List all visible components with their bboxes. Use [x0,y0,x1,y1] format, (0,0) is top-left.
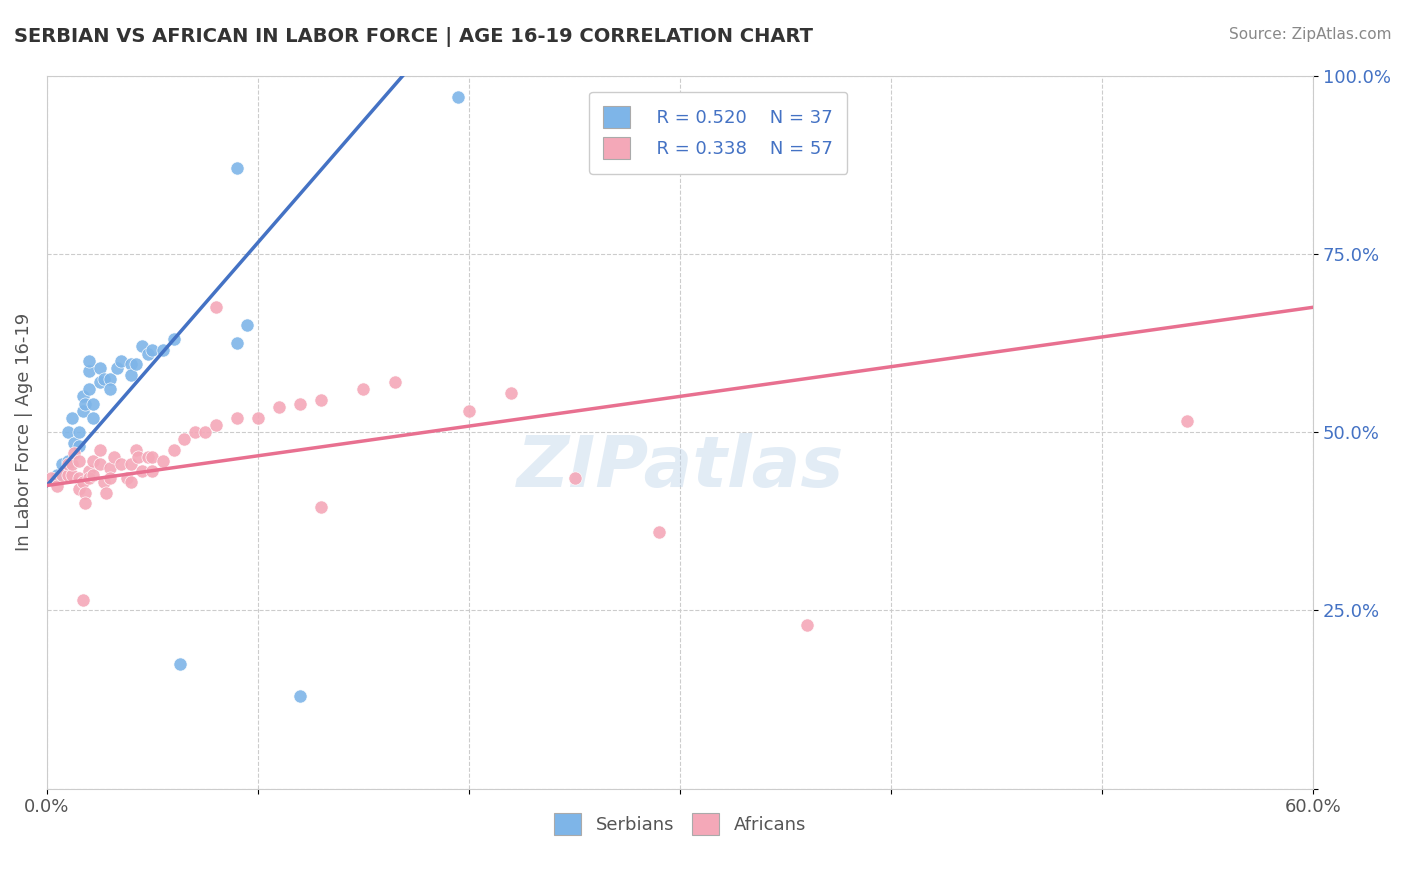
Point [796,617,818,632]
Point [63,446,86,460]
Point [103,450,125,464]
Point [353,382,375,396]
Point [77,464,100,478]
Point [110,457,132,471]
Point [105,360,128,375]
Point [89,457,111,471]
Point [93,475,115,489]
Point [120,357,142,371]
Point [162,332,184,346]
Point [51,467,73,482]
Point [173,432,195,446]
Point [67,439,90,453]
Point [77,364,100,378]
Point [63,435,86,450]
Point [46,478,69,492]
Point [77,471,100,485]
Y-axis label: In Labor Force | Age 16-19: In Labor Force | Age 16-19 [15,313,32,551]
Point [141,450,163,464]
Point [60,457,83,471]
Point [72,592,94,607]
Point [72,475,94,489]
Point [162,442,184,457]
Point [89,360,111,375]
Point [141,464,163,478]
Point [82,410,104,425]
Point [73,496,96,510]
Point [56,457,79,471]
Point [131,339,153,353]
Point [127,450,149,464]
Point [384,375,406,389]
Point [56,467,79,482]
Point [225,161,247,176]
Point [56,453,79,467]
Point [288,689,311,703]
Point [73,485,96,500]
Point [56,425,79,439]
Point [77,382,100,396]
Point [225,335,247,350]
Point [136,450,159,464]
Point [72,403,94,417]
Point [501,385,523,400]
Point [46,467,69,482]
Point [141,343,163,357]
Point [236,318,259,332]
Point [67,453,90,467]
Legend: Serbians, Africans: Serbians, Africans [546,804,815,844]
Point [152,343,174,357]
Point [120,368,142,382]
Point [110,353,132,368]
Point [98,471,121,485]
Point [93,371,115,385]
Point [267,400,290,414]
Point [311,500,333,514]
Point [194,425,217,439]
Point [94,485,117,500]
Point [120,457,142,471]
Point [120,475,142,489]
Point [183,425,205,439]
Point [1175,414,1198,428]
Point [124,357,146,371]
Point [311,392,333,407]
Point [60,410,83,425]
Point [447,90,470,104]
Point [98,382,121,396]
Point [82,396,104,410]
Point [204,300,226,314]
Point [73,396,96,410]
Point [67,482,90,496]
Point [98,371,121,385]
Point [98,460,121,475]
Point [169,657,191,671]
Point [115,471,138,485]
Point [458,403,481,417]
Text: Source: ZipAtlas.com: Source: ZipAtlas.com [1229,27,1392,42]
Point [82,467,104,482]
Point [225,410,247,425]
Point [77,353,100,368]
Point [136,346,159,360]
Point [51,457,73,471]
Point [39,471,62,485]
Point [67,425,90,439]
Text: ZIPatlas: ZIPatlas [516,434,844,502]
Point [60,467,83,482]
Point [152,453,174,467]
Point [564,471,586,485]
Text: SERBIAN VS AFRICAN IN LABOR FORCE | AGE 16-19 CORRELATION CHART: SERBIAN VS AFRICAN IN LABOR FORCE | AGE … [14,27,813,46]
Point [648,524,671,539]
Point [288,396,311,410]
Point [67,471,90,485]
Point [72,389,94,403]
Point [204,417,226,432]
Point [89,442,111,457]
Point [82,453,104,467]
Point [131,464,153,478]
Point [89,375,111,389]
Point [246,410,269,425]
Point [124,442,146,457]
